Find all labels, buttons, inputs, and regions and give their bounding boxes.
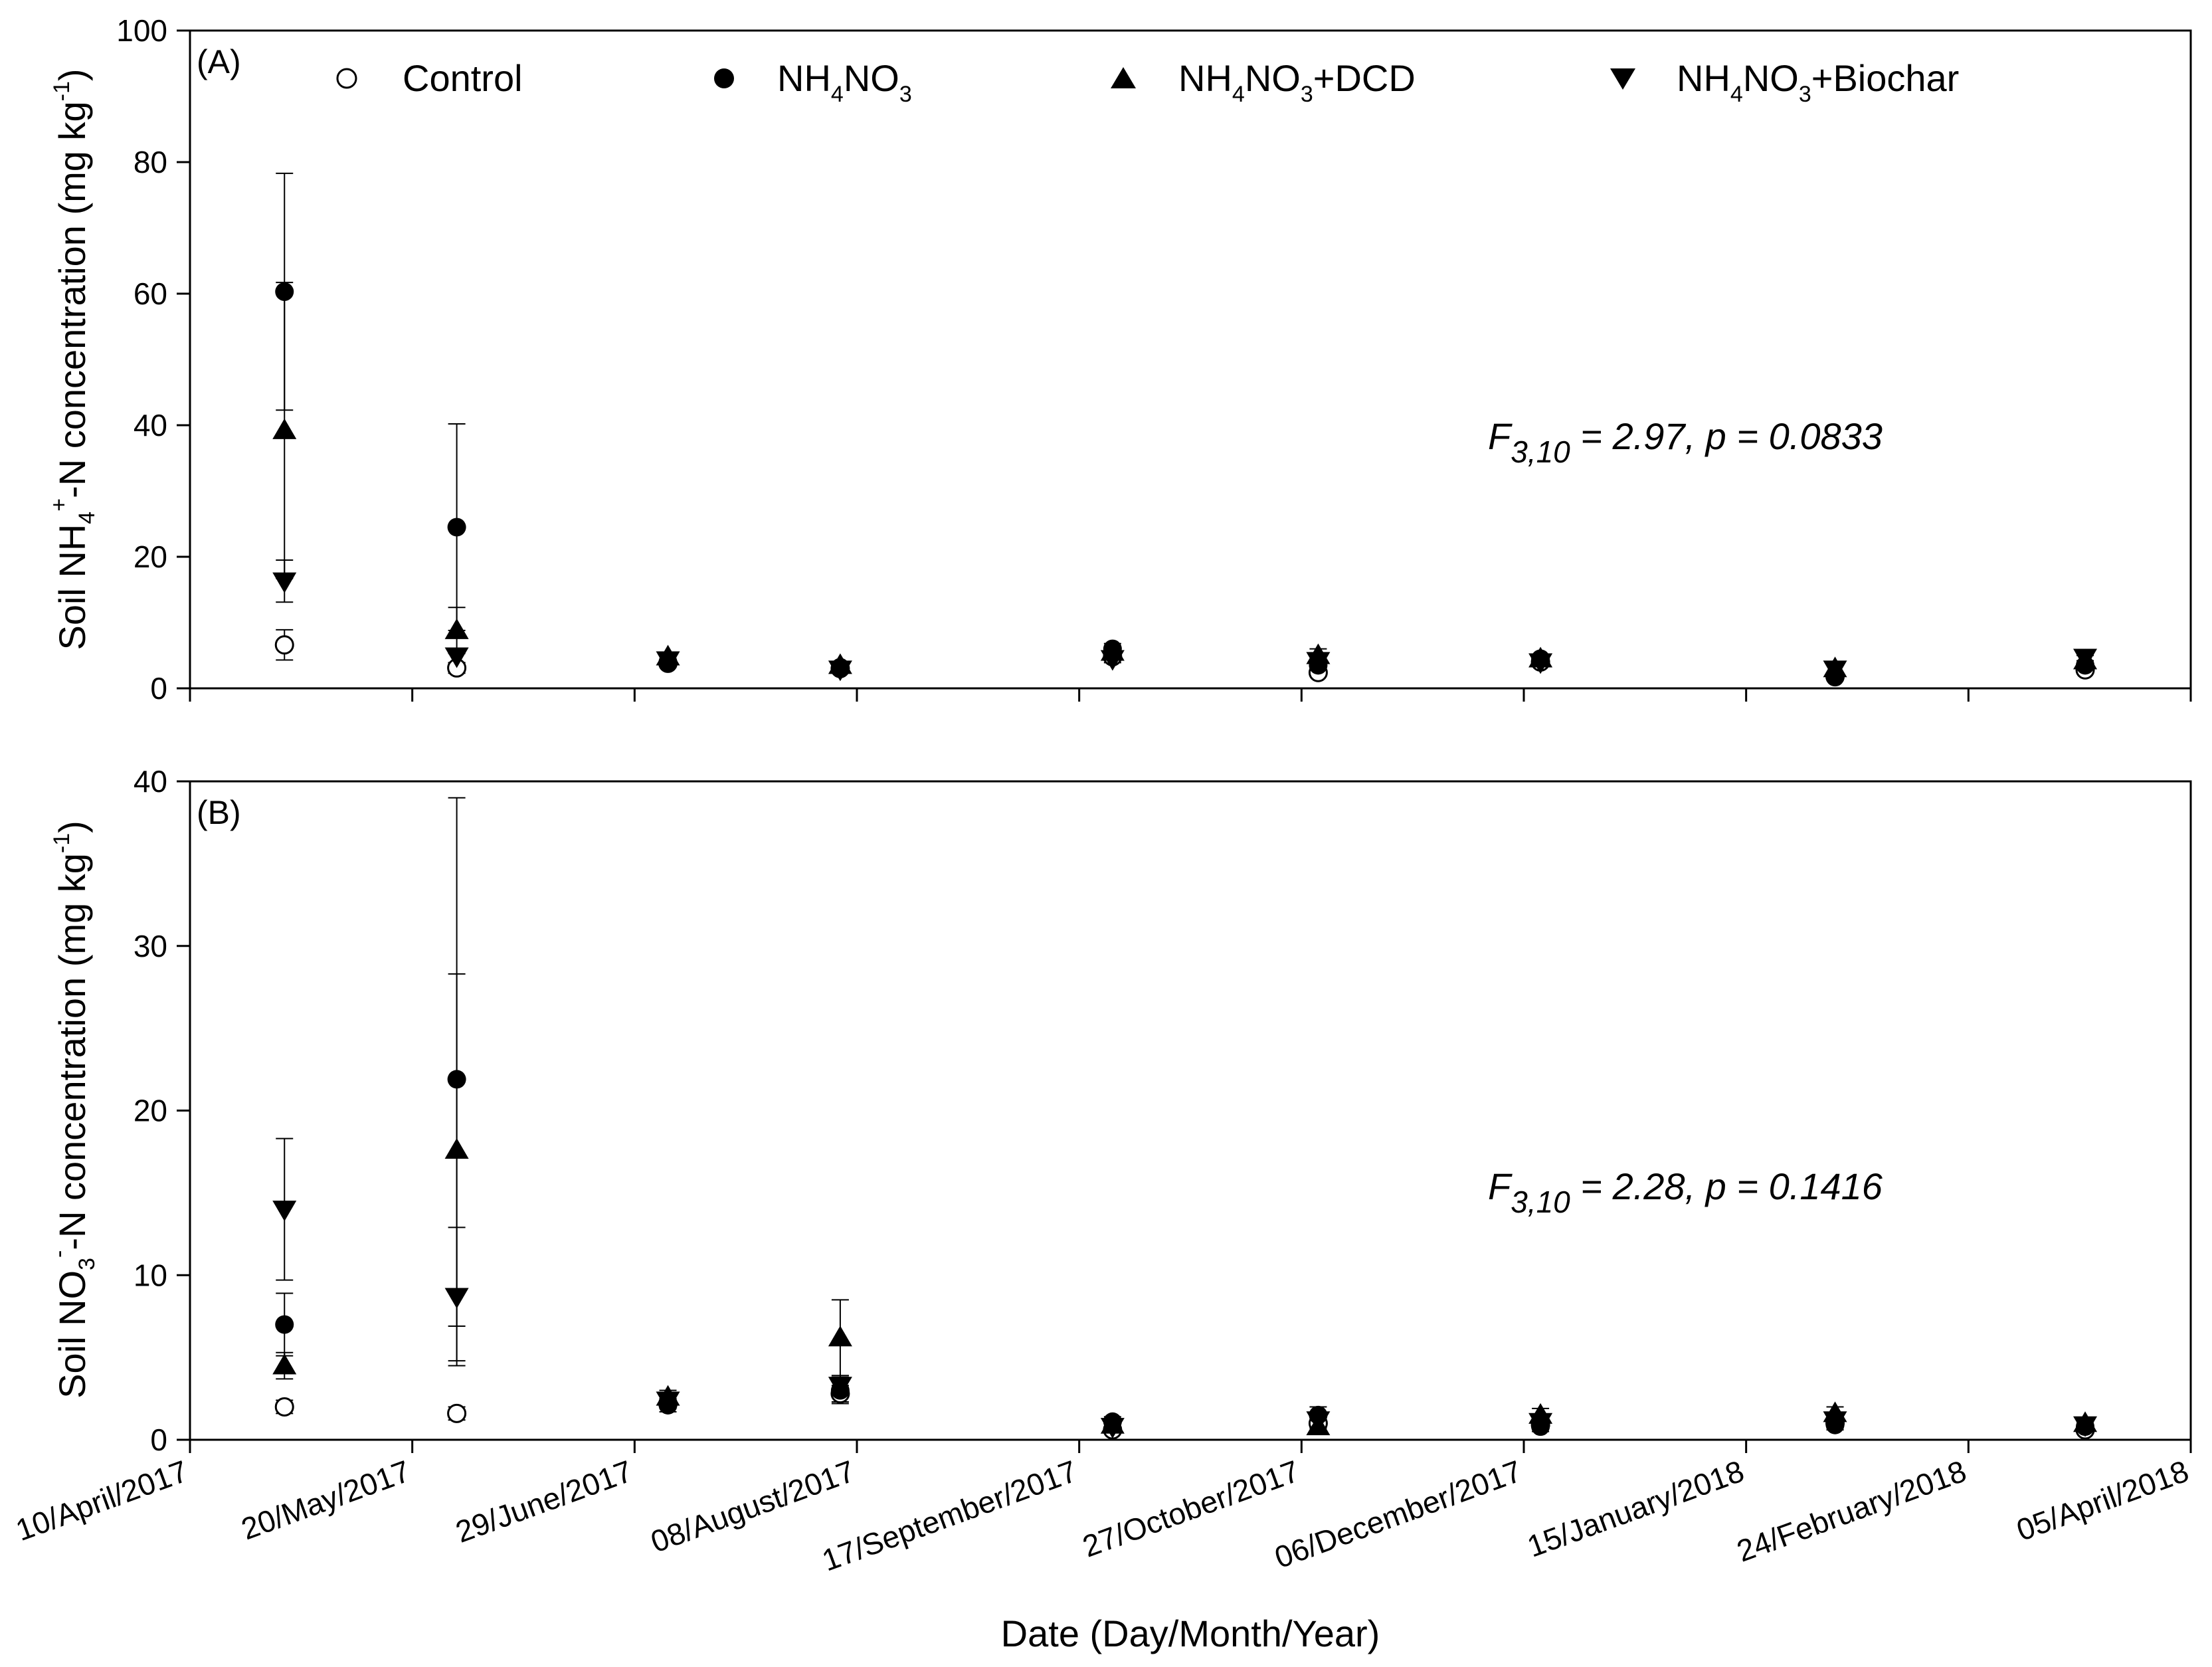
x-axis-tick-labels: 10/April/2017 20/May/2017 29/June/2017 08/A… <box>11 1454 2193 1578</box>
point-control <box>274 1397 294 1417</box>
panel-b-frame <box>189 780 2192 1441</box>
point-nh4no3-biochar <box>1823 660 1847 682</box>
point-nh4no3-biochar <box>2073 648 2098 670</box>
panel-a-y-ticks: 0 20 40 60 80 100 <box>116 13 190 706</box>
legend-item-nh4no3: NH4NO3 <box>714 57 912 107</box>
panel-a: 0 20 40 60 80 100 (A) Soil NH4+-N concentrati… <box>46 13 2192 706</box>
point-nh4no3-biochar <box>1100 650 1125 671</box>
y-tick-label: 40 <box>134 408 167 442</box>
x-tick-label: 15/January/2018 <box>1522 1454 1748 1564</box>
panel-b-label: (B) <box>197 794 241 831</box>
panel-a-frame <box>189 29 2192 690</box>
panel-b-x-ticks <box>189 1440 2192 1453</box>
x-tick-label: 10/April/2017 <box>11 1454 193 1548</box>
panel-b-y-ticks: 0 10 20 30 40 <box>134 764 190 1457</box>
point-nh4no3-biochar <box>828 660 852 682</box>
point-nh4no3-biochar <box>1528 1413 1553 1434</box>
x-tick-label: 27/October/2017 <box>1078 1454 1304 1564</box>
x-tick-label: 06/December/2017 <box>1270 1454 1526 1575</box>
legend-item-dcd: NH4NO3+DCD <box>1111 57 1416 107</box>
point-nh4no3-biochar <box>1100 1418 1125 1439</box>
panel-a-label: (A) <box>197 43 241 80</box>
y-tick-label: 100 <box>116 13 167 48</box>
point-nh4no3-biochar <box>656 651 680 672</box>
legend-marker-filled-circle <box>714 68 734 88</box>
panel-a-stat-text: F3,10 = 2.97, p = 0.0833 <box>1488 415 1883 469</box>
point-nh4no3-dcd <box>272 418 297 439</box>
y-tick-label: 10 <box>134 1258 167 1292</box>
legend-label-biochar: NH4NO3+Biochar <box>1677 57 1959 107</box>
x-tick-label: 24/February/2018 <box>1732 1454 1971 1569</box>
y-tick-label: 40 <box>134 764 167 799</box>
point-nh4no3-biochar <box>2073 1416 2098 1437</box>
panel-b-points <box>272 1070 2098 1440</box>
x-tick-label: 05/April/2018 <box>2012 1454 2193 1548</box>
point-nh4no3-biochar <box>1823 1411 1847 1432</box>
point-nh4no3 <box>275 282 294 302</box>
y-tick-label: 0 <box>150 1422 167 1457</box>
point-nh4no3-dcd <box>272 1353 297 1375</box>
point-nh4no3-biochar <box>272 1201 297 1222</box>
point-nh4no3-biochar <box>1528 653 1553 674</box>
panel-a-x-ticks <box>189 688 2192 702</box>
legend: Control NH4NO3 NH4NO3+DCD NH4NO3+Biochar <box>336 57 1959 107</box>
point-nh4no3-biochar <box>828 1377 852 1398</box>
x-tick-label: 29/June/2017 <box>451 1454 637 1549</box>
point-nh4no3-biochar <box>1306 652 1331 673</box>
point-control <box>274 635 294 655</box>
panel-a-points <box>272 282 2098 687</box>
x-axis-title: Date (Day/Month/Year) <box>1001 1613 1380 1654</box>
legend-marker-open-circle <box>336 68 357 89</box>
y-tick-label: 60 <box>134 276 167 311</box>
panel-b: 0 10 20 30 40 (B) Soil NO3--N concentration … <box>46 764 2192 1457</box>
point-nh4no3 <box>447 1070 466 1089</box>
point-nh4no3-dcd <box>444 618 469 639</box>
point-nh4no3-biochar <box>272 572 297 593</box>
y-tick-label: 80 <box>134 145 167 179</box>
point-nh4no3-dcd <box>828 1325 852 1347</box>
x-tick-label: 20/May/2017 <box>236 1454 415 1547</box>
legend-label-control: Control <box>403 57 523 99</box>
point-control <box>447 1403 467 1423</box>
point-nh4no3-biochar <box>444 1288 469 1309</box>
x-tick-label: 17/September/2017 <box>818 1454 1081 1578</box>
legend-label-nh4no3: NH4NO3 <box>777 57 912 107</box>
panel-a-y-axis-title: Soil NH4+-N concentration (mg kg-1) <box>46 68 100 650</box>
point-nh4no3-dcd <box>444 1137 469 1159</box>
legend-item-control: Control <box>336 57 523 99</box>
panel-b-stat-text: F3,10 = 2.28, p = 0.1416 <box>1488 1165 1883 1219</box>
y-tick-label: 30 <box>134 929 167 963</box>
y-tick-label: 0 <box>150 671 167 706</box>
legend-item-biochar: NH4NO3+Biochar <box>1610 57 1959 107</box>
y-tick-label: 20 <box>134 539 167 574</box>
y-tick-label: 20 <box>134 1094 167 1128</box>
legend-marker-triangle-up <box>1111 67 1136 88</box>
point-nh4no3-biochar <box>1306 1411 1331 1432</box>
point-nh4no3 <box>447 518 466 537</box>
point-nh4no3-biochar <box>656 1391 680 1413</box>
legend-marker-triangle-down <box>1610 68 1635 90</box>
legend-label-dcd: NH4NO3+DCD <box>1178 57 1416 107</box>
point-nh4no3 <box>275 1315 294 1334</box>
point-nh4no3-biochar <box>444 647 469 668</box>
panel-b-y-axis-title: Soil NO3--N concentration (mg kg-1) <box>46 821 100 1399</box>
panel-b-error-bars <box>276 797 2094 1434</box>
